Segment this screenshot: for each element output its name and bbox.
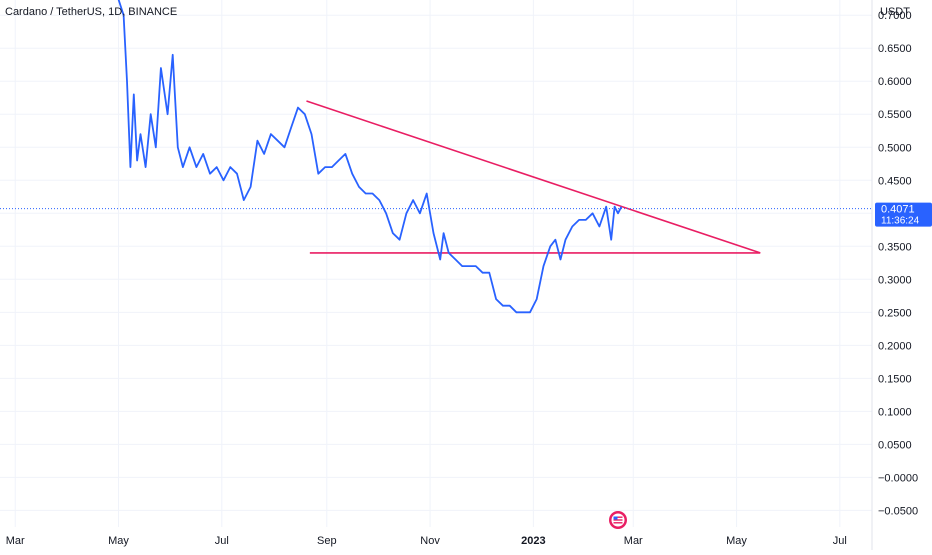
y-tick-label: 0.1500	[878, 373, 912, 385]
price-series[interactable]	[115, 0, 623, 314]
y-tick-label: 0.0500	[878, 439, 912, 451]
y-tick-label: 0.6000	[878, 76, 912, 88]
x-tick-label: May	[108, 535, 129, 547]
x-tick-label: Nov	[420, 535, 440, 547]
flag-badge-icon-stripe	[613, 516, 623, 518]
y-tick-label: 0.5500	[878, 109, 912, 121]
x-tick-label: Jul	[215, 535, 229, 547]
time-axis[interactable]: Mar May Jul Sep Nov 2023 Mar May Jul	[6, 535, 847, 547]
x-tick-label: Mar	[624, 535, 643, 547]
bar-countdown: 11:36:24	[881, 216, 920, 227]
y-tick-label: 0.3000	[878, 274, 912, 286]
flag-badge-icon-stripe	[613, 519, 623, 521]
y-tick-label: 0.1000	[878, 406, 912, 418]
flag-badge-icon[interactable]	[609, 511, 627, 529]
flag-badge-icon-canton	[613, 516, 618, 520]
last-price-badge[interactable]: 0.4071 11:36:24	[875, 202, 932, 227]
x-tick-label: Sep	[317, 535, 337, 547]
x-tick-label: May	[726, 535, 747, 547]
price-series-line[interactable]	[115, 0, 623, 314]
y-tick-label: −0.0500	[878, 505, 918, 517]
y-tick-label: 0.2000	[878, 340, 912, 352]
y-tick-label: 0.7000	[878, 10, 912, 22]
last-price-value: 0.4071	[881, 204, 915, 216]
x-tick-label: 2023	[521, 535, 545, 547]
flag-badge-icon-stripe	[613, 522, 623, 524]
x-tick-label: Jul	[833, 535, 847, 547]
x-tick-label: Mar	[6, 535, 25, 547]
symbol-title: Cardano / TetherUS, 1D, BINANCE	[5, 6, 177, 18]
trendlines[interactable]	[306, 100, 761, 254]
y-tick-label: 0.6500	[878, 43, 912, 55]
y-tick-label: 0.3500	[878, 241, 912, 253]
last-price-badge-bg	[875, 202, 932, 227]
y-tick-label: 0.5000	[878, 142, 912, 154]
y-tick-label: 0.4500	[878, 175, 912, 187]
y-tick-label: −0.0000	[878, 472, 918, 484]
grid	[0, 0, 872, 527]
y-tick-label: 0.2500	[878, 307, 912, 319]
trendline[interactable]	[306, 100, 761, 254]
price-axis-unit: USDT	[880, 6, 910, 18]
